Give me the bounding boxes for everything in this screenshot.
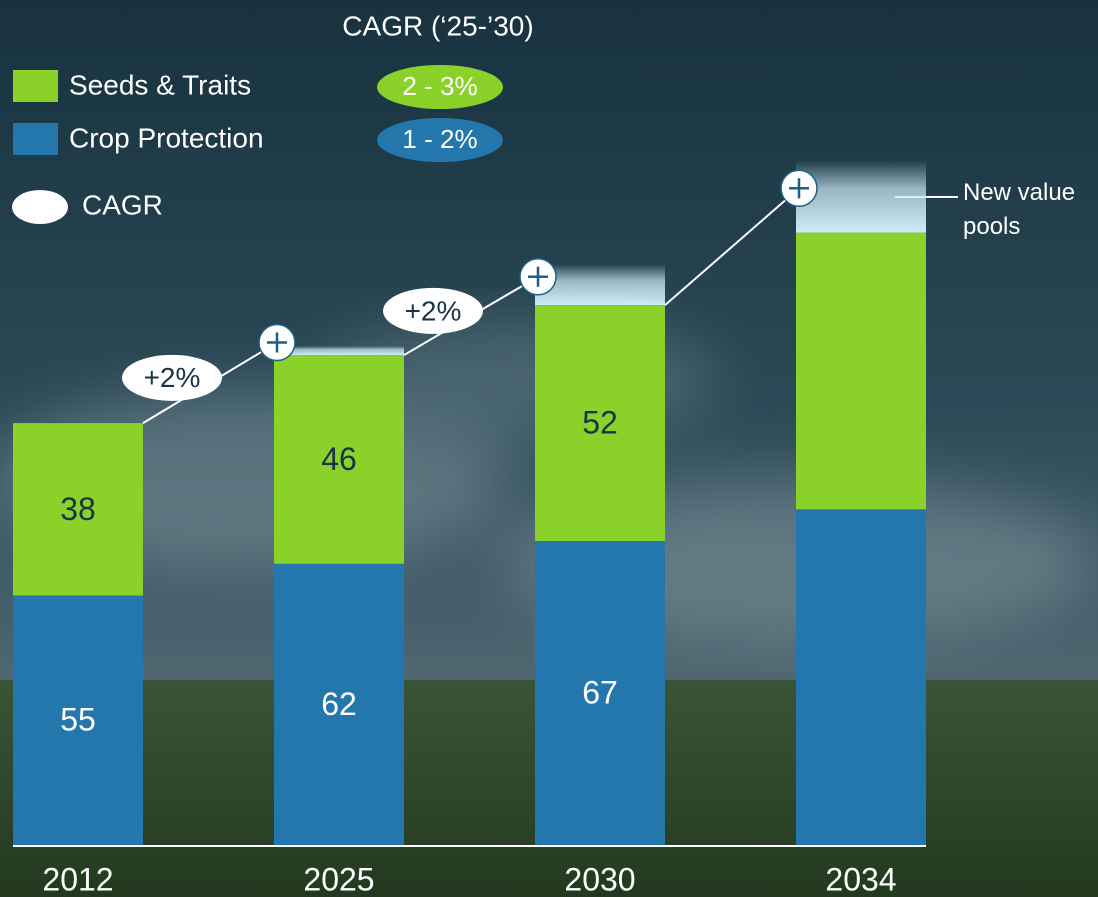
bar (13, 595, 143, 845)
legend-label: Seeds & Traits (69, 69, 251, 100)
cagr-legend-label: CAGR (82, 189, 163, 220)
growth-label: +2% (144, 362, 201, 393)
data-label: 38 (60, 491, 96, 527)
bar (535, 541, 665, 845)
data-label: 55 (60, 702, 96, 738)
connector (664, 187, 800, 306)
cagr-pill (377, 118, 503, 162)
plus-sign (267, 332, 287, 353)
growth-label: +2% (405, 295, 462, 326)
bar (535, 305, 665, 542)
data-label: 67 (582, 674, 618, 710)
value-pool (796, 160, 926, 233)
bar (796, 232, 926, 510)
growth-bubble (383, 287, 483, 334)
cagr-legend-symbol (12, 190, 68, 224)
bar (274, 563, 404, 845)
cagr-title: CAGR (‘25-’30) (342, 10, 533, 41)
data-label: 62 (321, 686, 357, 722)
legend-swatch (13, 123, 58, 155)
data-label: 46 (321, 441, 357, 477)
x-tick-label: 2025 (303, 861, 374, 897)
plus-sign (789, 178, 809, 199)
x-tick-label: 2012 (42, 861, 113, 897)
x-tick-label: 2034 (825, 861, 896, 897)
annotation: New value pools (963, 179, 1076, 240)
growth-bubble (122, 354, 222, 401)
legend-label: Crop Protection (69, 122, 264, 153)
bar (274, 355, 404, 564)
legend-swatch (13, 70, 58, 102)
value-pool (274, 345, 404, 356)
bar (13, 423, 143, 596)
value-pool (535, 264, 665, 306)
data-label: 52 (582, 405, 618, 441)
x-tick-label: 2030 (564, 861, 635, 897)
plus-sign (528, 266, 548, 287)
cagr-pill (377, 65, 503, 109)
cagr-value: 1 - 2% (402, 124, 477, 154)
cagr-value: 2 - 3% (402, 71, 477, 101)
bar (796, 509, 926, 845)
